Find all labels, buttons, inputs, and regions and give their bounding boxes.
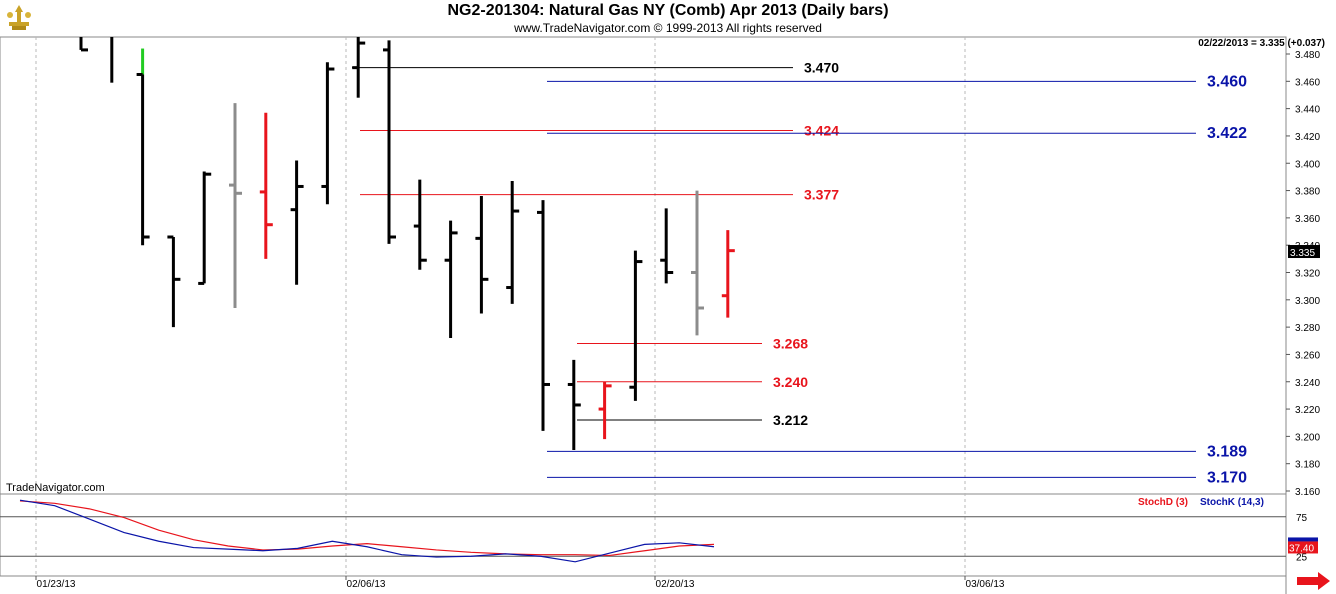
y-tick-label: 3.480 [1295,50,1320,61]
level-label: 3.268 [773,336,808,352]
y-tick-label: 3.320 [1295,269,1320,280]
level-label: 3.212 [773,412,808,428]
level-label: 3.240 [773,374,808,390]
y-tick-label: 3.160 [1295,487,1320,498]
y-tick-label: 3.200 [1295,432,1320,443]
x-tick-label: 01/23/13 [37,579,76,590]
tradenavigator-logo [4,2,34,32]
price-bars [79,37,735,451]
x-tick-label: 03/06/13 [966,579,1005,590]
y-tick-label: 3.360 [1295,214,1320,225]
y-tick-label: 3.180 [1295,460,1320,471]
level-label: 3.377 [804,187,839,203]
x-tick-label: 02/20/13 [656,579,695,590]
y-tick-label: 3.240 [1295,378,1320,389]
y-tick-label: 3.380 [1295,187,1320,198]
scroll-right-arrow-icon[interactable] [1297,572,1330,590]
y-tick-label: 3.460 [1295,77,1320,88]
legend-stochd: StochD (3) [1138,497,1188,508]
x-tick-label: 02/06/13 [347,579,386,590]
grid-lines [35,37,966,576]
y-tick-label: 3.220 [1295,405,1320,416]
y-axis-ticks: 3.4803.4603.4403.4203.4003.3803.3603.340… [1286,50,1320,498]
chart-copyright: www.TradeNavigator.com © 1999-2013 All r… [514,21,822,35]
y-tick-label: 3.260 [1295,350,1320,361]
level-label: 3.189 [1207,443,1247,460]
stochastic-panel: 75 25 StochD (3) StochK (14,3) 37.40 [0,497,1318,563]
y-tick-label: 3.420 [1295,132,1320,143]
y-tick-label: 3.440 [1295,105,1320,116]
level-label: 3.470 [804,60,839,76]
last-price-label: 3.335 [1290,248,1315,259]
chart-title: NG2-201304: Natural Gas NY (Comb) Apr 20… [447,2,889,19]
price-readout: 02/22/2013 = 3.335 (+0.037) [1198,38,1325,49]
level-label: 3.170 [1207,469,1247,486]
y-tick-label: 3.280 [1295,323,1320,334]
last-price-marker [1288,245,1320,259]
legend-stochk: StochK (14,3) [1200,497,1264,508]
level-label: 3.424 [804,122,839,138]
stoch-last-label: 37.40 [1289,543,1314,554]
level-label: 3.460 [1207,73,1247,90]
plot-border [0,36,1287,577]
price-levels: 3.470 3.460 3.424 3.422 3.377 3.268 3.240 3.212… [352,60,1247,486]
stoch-tick-label: 75 [1296,513,1308,524]
stoch-last-marker [1288,541,1318,554]
stoch-series-line [19,500,715,557]
y-tick-label: 3.400 [1295,159,1320,170]
y-tick-label: 3.300 [1295,296,1320,307]
chart-frame [0,36,1287,594]
stoch-tick-label: 25 [1296,552,1308,563]
watermark: TradeNavigator.com [6,482,105,494]
stoch-series-line [19,499,715,563]
x-axis-ticks: 01/23/13 02/06/13 02/20/13 03/06/13 [35,576,1005,590]
stoch-k-marker [1288,537,1318,542]
level-label: 3.422 [1207,125,1247,142]
